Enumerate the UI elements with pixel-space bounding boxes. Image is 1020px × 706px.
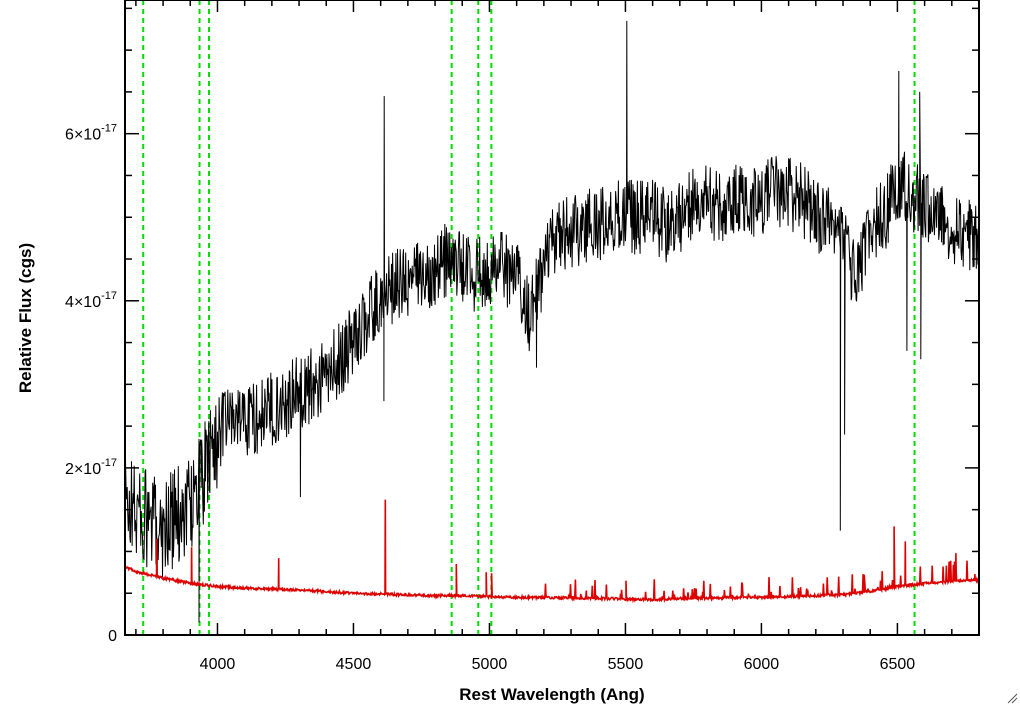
plot-border <box>124 0 980 636</box>
y-axis-title: Relative Flux (cgs) <box>16 243 35 393</box>
x-tick-label: 5500 <box>608 656 644 673</box>
y-tick-label: 4×10-17 <box>65 290 117 311</box>
x-tick-label: 4000 <box>200 656 236 673</box>
y-tick-label: 6×10-17 <box>65 123 117 144</box>
y-tick-label: 0 <box>108 628 117 645</box>
x-tick-label: 5000 <box>472 656 508 673</box>
emission-line-markers <box>142 0 916 635</box>
x-tick-label: 6000 <box>744 656 780 673</box>
resize-grip-icon[interactable] <box>1006 692 1018 704</box>
y-tick-label: 2×10-17 <box>65 457 117 478</box>
x-axis-title: Rest Wavelength (Ang) <box>459 685 644 704</box>
plot-frame <box>124 0 980 636</box>
error-spectrum-line <box>125 499 980 604</box>
x-axis: 4000 4500 5000 5500 6000 6500 <box>135 0 980 673</box>
object-spectrum-line <box>125 20 980 623</box>
x-tick-label: 6500 <box>880 656 916 673</box>
y-axis: 0 2×10-17 4×10-17 6×10-17 <box>65 7 979 645</box>
spectra <box>125 20 980 623</box>
x-tick-label: 4500 <box>336 656 372 673</box>
